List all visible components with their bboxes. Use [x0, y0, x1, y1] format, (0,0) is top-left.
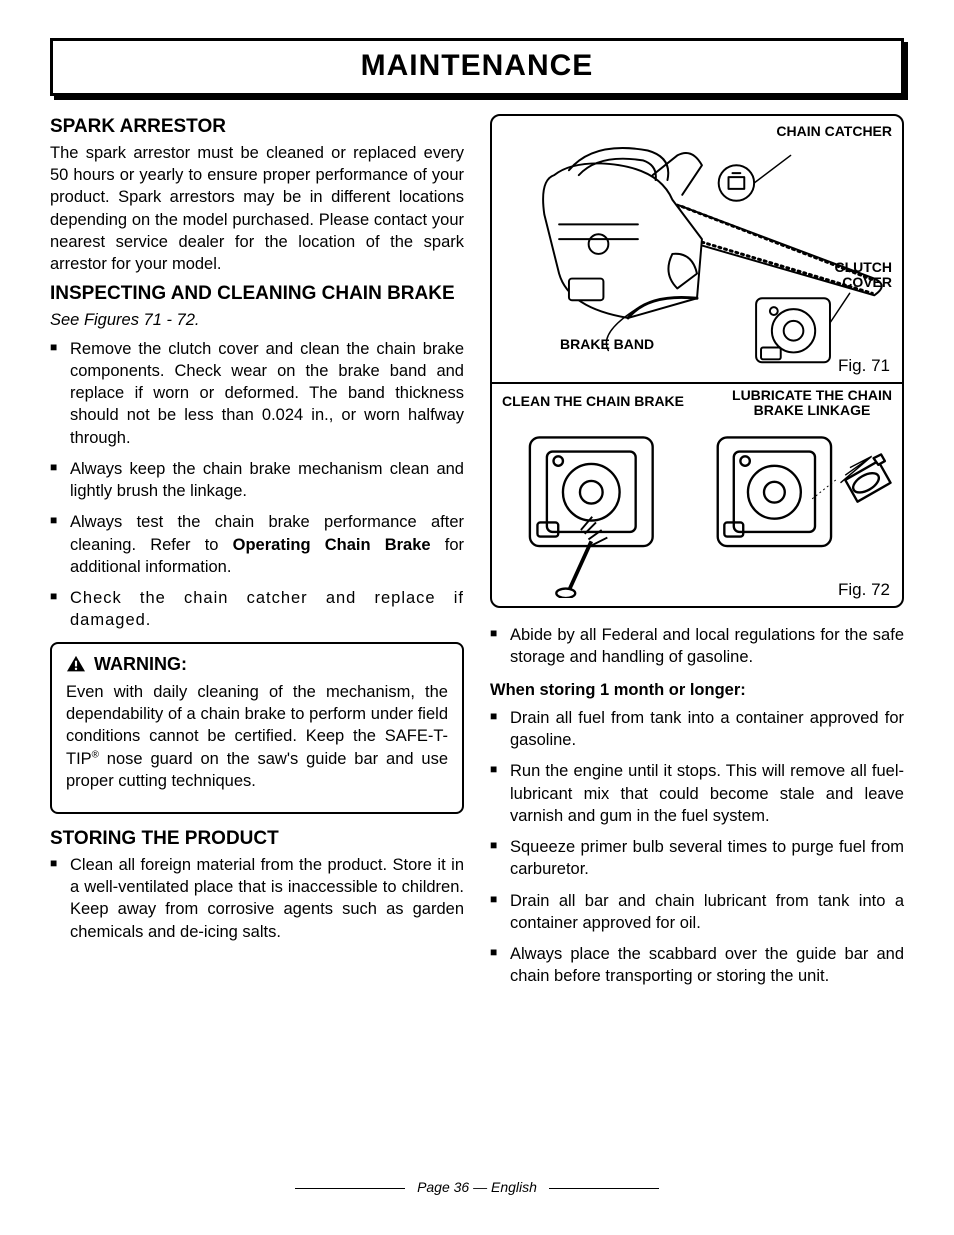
left-column: SPARK ARRESTOR The spark arrestor must b…: [50, 114, 464, 998]
warning-box: WARNING: Even with daily cleaning of the…: [50, 642, 464, 814]
label-chain-catcher: CHAIN CATCHER: [776, 124, 892, 139]
warning-label: WARNING:: [94, 654, 187, 675]
list-item: Always test the chain brake performance …: [50, 511, 464, 578]
figure-71-panel: CHAIN CATCHER CLUTCHCOVER BRAKE BAND Fig…: [492, 116, 902, 382]
list-item: Always place the scabbard over the guide…: [490, 943, 904, 988]
list-item: Clean all foreign material from the prod…: [50, 854, 464, 943]
heading-spark-arrestor: SPARK ARRESTOR: [50, 116, 464, 138]
clean-brake-illustration-icon: [500, 428, 692, 598]
label-brake-band: BRAKE BAND: [560, 337, 654, 352]
figure-71-caption: Fig. 71: [838, 356, 890, 376]
label-lubricate-linkage: LUBRICATE THE CHAIN BRAKE LINKAGE: [732, 388, 892, 419]
list-item: Drain all bar and chain lubricant from t…: [490, 890, 904, 935]
list-item: Drain all fuel from tank into a containe…: [490, 707, 904, 752]
footer-line-left: [295, 1188, 405, 1189]
list-item: Run the engine until it stops. This will…: [490, 760, 904, 827]
spark-arrestor-text: The spark arrestor must be cleaned or re…: [50, 142, 464, 276]
storing-list: Clean all foreign material from the prod…: [50, 854, 464, 943]
figure-72-panel: CLEAN THE CHAIN BRAKE LUBRICATE THE CHAI…: [492, 382, 902, 606]
section-title: MAINTENANCE: [53, 49, 901, 83]
list-item: Remove the clutch cover and clean the ch…: [50, 338, 464, 449]
list-item: Always keep the chain brake mechanism cl…: [50, 458, 464, 503]
figure-72-caption: Fig. 72: [838, 580, 890, 600]
figure-72-row: [500, 428, 894, 598]
content-columns: SPARK ARRESTOR The spark arrestor must b…: [50, 114, 904, 998]
warning-triangle-icon: [66, 655, 86, 673]
warning-text: Even with daily cleaning of the mechanis…: [66, 681, 448, 792]
warning-title: WARNING:: [66, 654, 448, 675]
label-clutch-cover: CLUTCHCOVER: [834, 260, 892, 291]
list-item: Squeeze primer bulb several times to pur…: [490, 836, 904, 881]
right-column: CHAIN CATCHER CLUTCHCOVER BRAKE BAND Fig…: [490, 114, 904, 998]
figure-box: CHAIN CATCHER CLUTCHCOVER BRAKE BAND Fig…: [490, 114, 904, 608]
registered-mark: ®: [92, 749, 99, 760]
see-figures-ref: See Figures 71 - 72.: [50, 309, 464, 331]
list-item: Abide by all Federal and local regulatio…: [490, 624, 904, 669]
page-number: Page 36 — English: [417, 1179, 537, 1195]
section-title-box: MAINTENANCE: [50, 38, 904, 96]
heading-storing: STORING THE PRODUCT: [50, 828, 464, 850]
warning-text-b: nose guard on the saw's guide bar and us…: [66, 750, 448, 790]
heading-inspect-brake: INSPECTING AND CLEANING CHAIN BRAKE: [50, 283, 464, 305]
page-footer: Page 36 — English: [0, 1179, 954, 1195]
label-clutch: CLUTCH: [834, 259, 892, 275]
lubricate-linkage-illustration-icon: [702, 428, 894, 598]
label-clean-brake: CLEAN THE CHAIN BRAKE: [502, 394, 684, 409]
abide-list: Abide by all Federal and local regulatio…: [490, 624, 904, 669]
label-cover: COVER: [842, 274, 892, 290]
month-list: Drain all fuel from tank into a containe…: [490, 707, 904, 988]
list-item-bold: Operating Chain Brake: [233, 536, 431, 554]
list-item: Check the chain catcher and replace if d…: [50, 587, 464, 632]
inspect-list: Remove the clutch cover and clean the ch…: [50, 338, 464, 632]
store-month-heading: When storing 1 month or longer:: [490, 679, 904, 701]
footer-line-right: [549, 1188, 659, 1189]
